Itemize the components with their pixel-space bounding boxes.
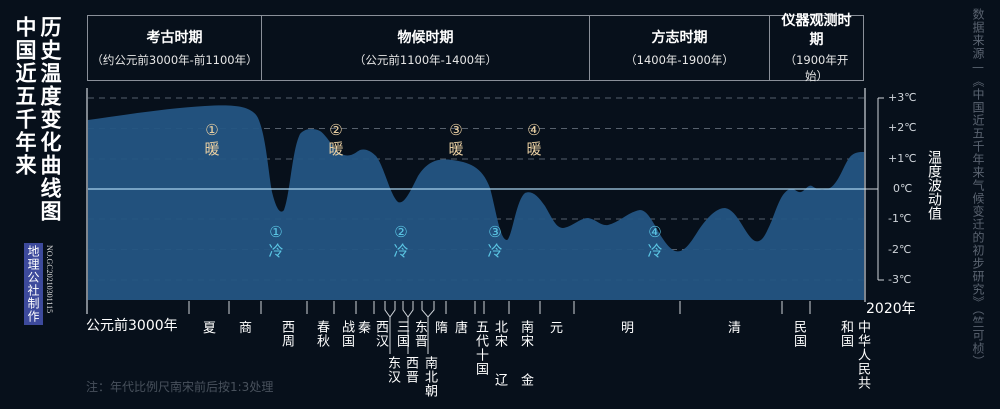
dynasty-republic: 民国 [791,320,806,348]
period-instrumental: 仪器观测时期 （1900年开始） [770,13,863,83]
dynasty-xia: 夏 [203,321,217,336]
dynasty-southern-northern: 南北朝 [422,356,437,398]
period-range: （1900年开始） [784,53,849,83]
period-phenological: 物候时期 （公元前1100年-1400年） [262,16,590,80]
chart-title: 历史温度变化曲线图 [38,16,63,223]
period-range: （约公元前3000年-前1100年） [91,52,258,67]
dynasty-qing: 清 [728,321,742,336]
dynasty-eastern-jin: 东晋 [412,320,427,348]
dynasty-liao: 辽 [492,373,507,387]
dynasty-eastern-han: 东汉 [385,356,400,384]
ytick-zero: 0℃ [893,182,913,195]
dynasty-spring-autumn: 春秋 [314,320,329,348]
dynasty-three-kingdoms: 三国 [394,320,409,348]
dynasty-sui: 隋 [435,321,449,336]
period-name: 考古时期 [146,29,203,46]
dynasty-tang: 唐 [455,321,469,336]
ytick-plus1: +1℃ [888,152,917,165]
period-name: 方志时期 [651,29,708,46]
x-axis-ticks [188,301,811,354]
data-source: 数据来源—《中国近五千年来气候变迁的初步研究》（竺可桢） [971,8,985,368]
dynasty-yuan: 元 [550,321,564,336]
maker-badge: 地理公社制作 [24,243,43,325]
title-block: 历史温度变化曲线图 中国近五千年来 [13,16,63,223]
dynasty-jin: 金 [518,373,533,387]
y-scale-bracket [865,97,884,281]
dynasty-shang: 商 [239,321,253,336]
period-name: 物候时期 [397,29,454,46]
ytick-minus2: -2℃ [888,243,912,256]
dynasty-ming: 明 [621,321,635,336]
dynasty-warring-states: 战国 [339,320,354,348]
temperature-area [88,105,864,300]
dynasty-qin: 秦 [358,321,372,336]
period-range: （1400年-1900年） [625,52,734,67]
chart-subtitle: 中国近五千年来 [13,16,38,177]
period-name: 仪器观测时期 [781,13,852,48]
x-end-label: 2020年 [866,301,916,317]
dynasty-five-dynasties: 五代十国 [473,320,488,376]
dynasty-southern-song: 南宋 [518,320,533,348]
dynasty-western-zhou: 西周 [279,320,294,348]
dynasty-prc: 中华人民共和国 [838,320,870,390]
ytick-plus3: +3℃ [888,91,917,104]
maker-stamp: 地理公社制作 NO.GC20210301115 [24,243,54,325]
period-range: （公元前1100年-1400年） [353,52,498,67]
dynasty-western-jin: 西晋 [403,356,418,384]
period-header: 考古时期 （约公元前3000年-前1100年） 物候时期 （公元前1100年-1… [87,13,864,83]
dynasty-northern-song: 北宋 [492,320,507,348]
ytick-minus1: -1℃ [888,212,912,225]
y-axis-label: 温度波动值 [926,150,942,220]
maker-code: NO.GC20210301115 [45,245,54,314]
dynasty-western-han: 西汉 [373,320,388,348]
x-start-label: 公元前3000年 [86,318,178,334]
ytick-minus3: -3℃ [888,273,912,286]
period-local-chronicles: 方志时期 （1400年-1900年） [590,16,770,80]
period-archaeological: 考古时期 （约公元前3000年-前1100年） [88,16,262,80]
footnote: 注：年代比例尺南宋前后按1:3处理 [86,380,274,394]
ytick-plus2: +2℃ [888,121,917,134]
